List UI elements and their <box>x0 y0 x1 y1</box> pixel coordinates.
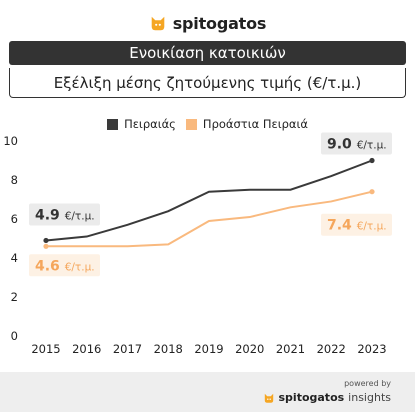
brand-logo: spitogatos <box>0 11 415 35</box>
value-label: 4.9 €/τ.μ. <box>35 207 95 223</box>
legend-label-piraeus: Πειραιάς <box>124 117 176 131</box>
line-chart: 0 2 4 6 8 10 2015 2016 2017 2018 2019 2020 2021 2022 2… <box>3 132 392 356</box>
footer-brand: spitogatos insights <box>263 391 391 404</box>
x-tick-label: 2023 <box>357 342 386 356</box>
value-label-box <box>29 254 100 277</box>
legend-item-suburbs: Προάστια Πειραιά <box>185 117 308 131</box>
series-point-0 <box>369 157 375 164</box>
value-label: 9.0 €/τ.μ. <box>327 137 387 153</box>
cat-logo-icon-small <box>264 393 273 403</box>
value-label-box <box>29 203 100 226</box>
series-point-1 <box>43 243 49 249</box>
x-tick-label: 2015 <box>31 342 60 356</box>
value-label-box <box>321 213 392 236</box>
footer-brand-sub: insights <box>348 391 391 404</box>
brand-name: spitogatos <box>172 13 267 33</box>
legend-swatch-suburbs <box>185 118 197 130</box>
powered-by-text: powered by <box>344 379 391 388</box>
y-tick-label: 10 <box>3 134 18 148</box>
footer: powered by spitogatos insights <box>0 372 415 412</box>
y-tick-label: 4 <box>11 251 18 265</box>
value-label: 4.6 €/τ.μ. <box>35 258 95 274</box>
legend-label-suburbs: Προάστια Πειραιά <box>202 117 308 131</box>
series-point-1 <box>369 189 375 195</box>
chart-subtitle: Εξέλιξη μέσης ζητούμενης τιμής (€/τ.μ.) <box>9 68 406 98</box>
banner-title: Ενοικίαση κατοικιών <box>9 41 406 65</box>
y-tick-label: 2 <box>11 290 18 304</box>
x-tick-label: 2018 <box>154 342 183 356</box>
legend-item-piraeus: Πειραιάς <box>107 117 176 131</box>
series-line-1 <box>46 190 373 248</box>
y-tick-label: 8 <box>11 173 18 187</box>
x-tick-label: 2016 <box>72 342 101 356</box>
series-line-0 <box>45 159 373 242</box>
x-tick-label: 2022 <box>317 342 346 356</box>
value-label-box <box>321 132 392 155</box>
footer-brand-main: spitogatos <box>278 391 345 404</box>
x-tick-label: 2020 <box>235 342 264 356</box>
legend-swatch-piraeus <box>107 118 119 130</box>
y-tick-label: 6 <box>11 212 18 226</box>
series-point-0 <box>43 237 49 244</box>
cat-logo-icon <box>151 16 165 31</box>
x-tick-label: 2017 <box>113 342 142 356</box>
y-tick-label: 0 <box>11 329 18 343</box>
chart-legend: Πειραιάς Προάστια Πειραιά <box>0 116 415 132</box>
value-label: 7.4 €/τ.μ. <box>327 218 387 234</box>
x-tick-label: 2021 <box>276 342 305 356</box>
x-tick-label: 2019 <box>194 342 223 356</box>
